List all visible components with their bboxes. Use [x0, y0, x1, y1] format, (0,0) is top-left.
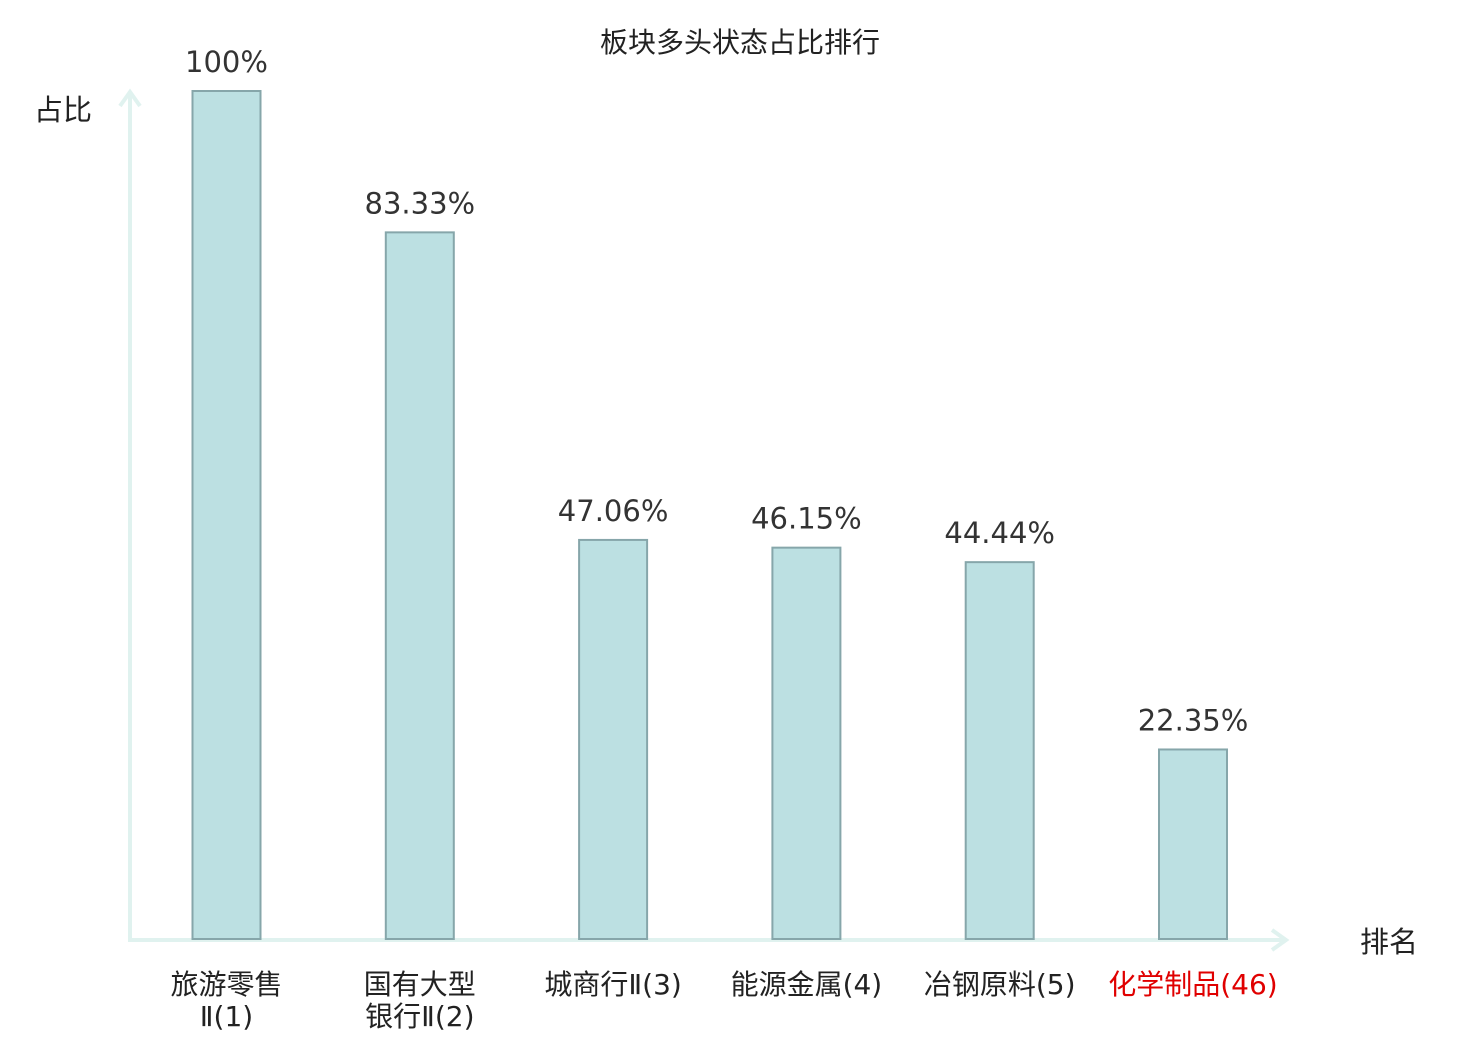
bars: [191, 90, 1228, 941]
x-tick-label: Ⅱ(1): [200, 1000, 253, 1033]
data-label: 44.44%: [944, 516, 1055, 550]
bar: [771, 546, 842, 940]
axes: [118, 88, 1290, 952]
x-tick-label: 化学制品(46): [1108, 968, 1277, 1001]
x-tick-label: 银行Ⅱ(2): [365, 1000, 474, 1033]
x-tick-label: 城商行Ⅱ(3): [544, 968, 681, 1001]
data-label: 22.35%: [1138, 703, 1249, 737]
chart-title: 板块多头状态占比排行: [600, 26, 880, 59]
data-label: 100%: [185, 45, 268, 79]
x-tick-label: 冶钢原料(5): [924, 968, 1076, 1001]
y-axis-label: 占比: [34, 93, 92, 127]
bar: [1158, 748, 1228, 940]
bar: [578, 538, 649, 940]
y-axis-arrowhead: [118, 88, 142, 108]
x-axis-label: 排名: [1360, 925, 1418, 959]
x-tick-label: 旅游零售: [170, 968, 282, 1001]
bar: [384, 231, 455, 941]
x-axis-arrowhead: [1270, 928, 1290, 952]
x-tick-label: 国有大型: [364, 968, 476, 1001]
data-label: 47.06%: [558, 494, 669, 528]
data-label: 46.15%: [751, 502, 862, 536]
bar: [964, 561, 1035, 940]
x-tick-label: 能源金属(4): [731, 968, 883, 1001]
value-labels: 100% 83.33% 47.06% 46.15% 44.44% 22.35%: [185, 45, 1248, 737]
data-label: 83.33%: [365, 186, 476, 220]
bar: [191, 90, 262, 940]
